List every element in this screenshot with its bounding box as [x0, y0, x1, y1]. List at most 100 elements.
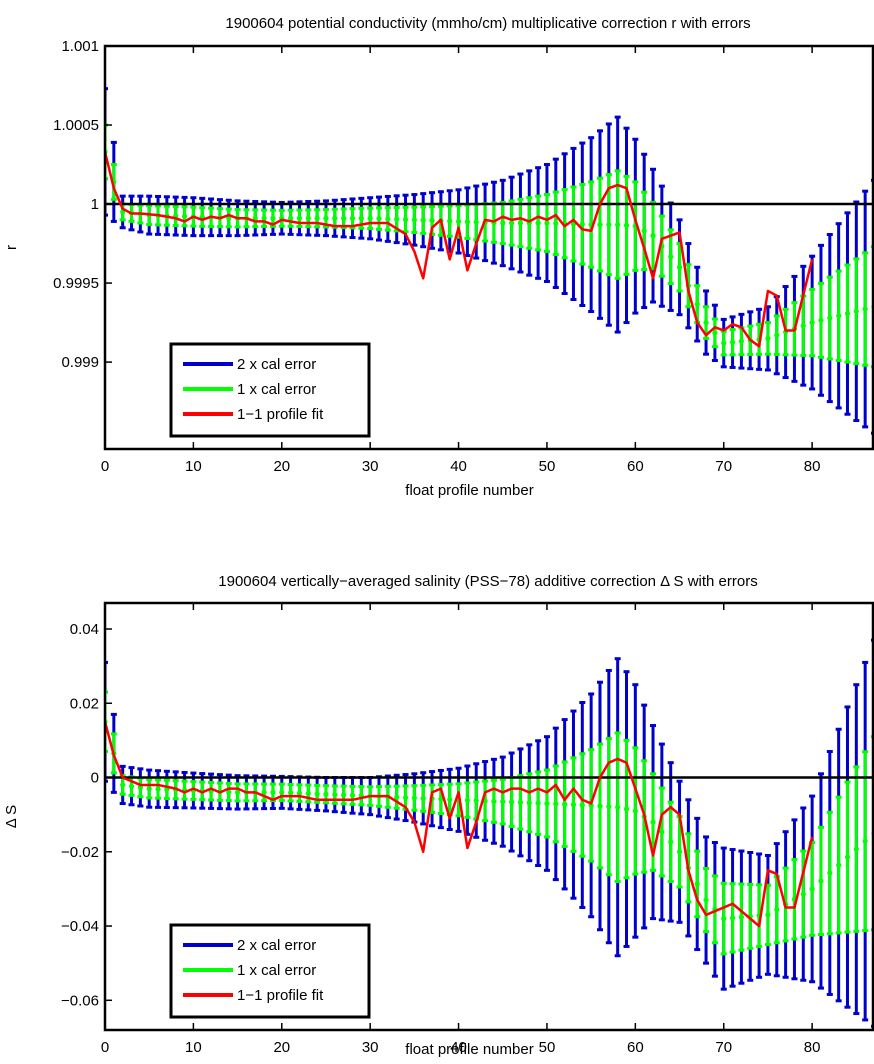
err1-marker: [438, 796, 444, 802]
err1-marker: [500, 799, 506, 805]
err1-marker: [827, 870, 833, 876]
err1-marker: [765, 335, 771, 341]
chart-title: 1900604 potential conductivity (mmho/cm)…: [225, 15, 750, 32]
legend-label: 1 x cal error: [237, 962, 316, 979]
y-tick-label: 0: [91, 770, 99, 787]
y-tick-label: 0.9995: [53, 275, 99, 292]
err1-marker: [261, 215, 267, 221]
err1-marker: [694, 881, 700, 887]
err1-marker: [606, 803, 612, 810]
err1-marker: [659, 829, 665, 835]
err1-marker: [836, 862, 842, 868]
x-tick-label: 0: [101, 458, 109, 475]
y-tick-label: −0.04: [61, 918, 99, 935]
err1-marker: [836, 313, 842, 319]
x-tick-label: 10: [185, 458, 202, 475]
x-axis-label: float profile number: [405, 1041, 533, 1058]
x-tick-label: 30: [362, 1039, 379, 1056]
err1-marker: [411, 795, 417, 801]
err1-marker: [420, 217, 426, 223]
err1-marker: [676, 264, 683, 270]
err1-marker: [305, 790, 311, 797]
x-tick-label: 50: [539, 1039, 556, 1056]
err1-marker: [288, 215, 294, 221]
err1-marker: [323, 791, 329, 797]
plot-area: [105, 638, 874, 1028]
err1-marker: [296, 790, 303, 796]
err1-marker: [279, 789, 285, 795]
err1-marker: [464, 797, 471, 803]
err1-marker: [729, 915, 736, 921]
err1-marker: [447, 796, 453, 803]
x-tick-label: 70: [715, 458, 732, 475]
y-tick-label: −0.02: [61, 844, 99, 861]
err1-marker: [562, 801, 568, 807]
err1-marker: [349, 215, 356, 221]
y-tick-label: 1.001: [61, 38, 99, 55]
err1-marker: [853, 308, 859, 314]
err1-marker: [827, 315, 833, 321]
err1-marker: [703, 897, 709, 903]
err1-marker: [517, 799, 524, 805]
err1-marker: [800, 323, 806, 329]
err1-marker: [668, 839, 674, 845]
y-tick-label: −0.06: [61, 992, 99, 1009]
err1-marker: [535, 800, 541, 806]
err1-marker: [544, 220, 550, 226]
err1-marker: [491, 798, 497, 804]
err1-marker: [579, 802, 585, 808]
err1-marker: [862, 306, 868, 312]
err1-marker: [447, 218, 453, 224]
err1-marker: [703, 319, 709, 326]
err1-marker: [261, 789, 267, 795]
err1-marker: [712, 330, 718, 336]
err1-marker: [765, 912, 771, 918]
err1-marker: [376, 215, 382, 222]
err1-marker: [721, 916, 727, 922]
err1-marker: [650, 233, 656, 239]
err1-marker: [341, 215, 347, 221]
err1-marker: [429, 217, 435, 224]
err1-marker: [394, 216, 400, 222]
y-tick-label: 0.04: [70, 621, 99, 638]
err1-marker: [402, 216, 409, 223]
y-tick-label: 0.02: [70, 695, 99, 712]
legend-label: 2 x cal error: [237, 937, 316, 954]
err1-marker: [349, 792, 356, 798]
err1-marker: [623, 222, 630, 228]
legend: 2 x cal error 1 x cal error 1−1 profile fi…: [169, 923, 371, 1019]
err1-marker: [676, 849, 683, 855]
x-axis-label: float profile number: [405, 482, 533, 499]
err1-marker: [721, 340, 727, 346]
fit-line: [105, 721, 814, 928]
x-tick-label: 10: [185, 1039, 202, 1056]
err1-marker: [668, 254, 674, 260]
err1-marker: [623, 806, 630, 812]
plot-area: [105, 87, 874, 435]
err1-marker: [252, 215, 258, 221]
err1-marker: [146, 786, 152, 792]
err1-marker: [508, 799, 515, 805]
err1-marker: [323, 215, 329, 221]
err1-marker: [332, 215, 338, 221]
err1-marker: [526, 800, 532, 806]
err1-marker: [818, 878, 824, 884]
err1-marker: [809, 886, 815, 892]
err1-marker: [729, 339, 736, 345]
x-tick-label: 80: [804, 458, 821, 475]
err1-marker: [270, 789, 276, 795]
err1-marker: [394, 794, 400, 800]
y-tick-label: 1.0005: [53, 117, 99, 134]
err1-marker: [553, 220, 559, 226]
err1-marker: [385, 216, 391, 222]
err1-marker: [314, 791, 320, 797]
err1-marker: [155, 786, 161, 792]
err1-marker: [226, 789, 232, 795]
err1-marker: [358, 215, 364, 221]
err1-marker: [535, 220, 541, 226]
legend-label: 1−1 profile fit: [237, 987, 324, 1004]
x-tick-label: 40: [450, 458, 467, 475]
err1-marker: [296, 215, 303, 221]
axes-frame: [103, 601, 874, 1032]
err1-marker: [738, 914, 745, 920]
